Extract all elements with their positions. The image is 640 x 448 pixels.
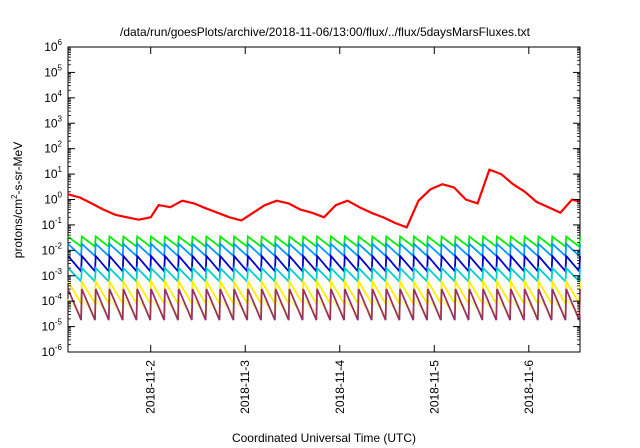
y-axis-label-sup: 2 bbox=[10, 194, 19, 199]
y-tick-label: 10-3 bbox=[42, 267, 63, 283]
sawtooth-band-7 bbox=[67, 288, 581, 321]
y-tick-label: 104 bbox=[44, 89, 62, 105]
x-tick-label: 2018-11-5 bbox=[427, 360, 441, 414]
y-axis-label: protons/cm2-s-sr-MeV bbox=[10, 142, 25, 258]
sawtooth-band-1 bbox=[67, 234, 581, 249]
series-layer bbox=[67, 168, 581, 321]
y-tick-label: 103 bbox=[44, 114, 62, 130]
y-tick-label: 10-1 bbox=[42, 216, 63, 232]
axes-layer: 10-6 10-5 10-4 10-3 10-2 10-1 100 101 102 103 104 1… bbox=[42, 38, 580, 414]
x-tick-label: 2018-11-6 bbox=[522, 360, 536, 414]
x-tick-label: 2018-11-3 bbox=[238, 360, 252, 414]
y-axis-label-rest: -s-sr-MeV bbox=[11, 142, 25, 195]
y-tick-label: 10-4 bbox=[42, 292, 63, 308]
y-tick-label: 102 bbox=[44, 140, 62, 156]
y-tick-label: 10-5 bbox=[42, 318, 63, 334]
y-tick-label: 101 bbox=[44, 165, 62, 181]
y-tick-label: 100 bbox=[44, 191, 62, 207]
sawtooth-band-3 bbox=[67, 253, 581, 274]
sawtooth-band-4 bbox=[67, 265, 581, 284]
sawtooth-band-2 bbox=[67, 241, 581, 258]
y-tick-label: 105 bbox=[44, 63, 62, 79]
x-tick-label: 2018-11-4 bbox=[333, 360, 347, 414]
series-line-1 bbox=[67, 168, 581, 229]
y-tick-label: 10-2 bbox=[42, 241, 63, 257]
x-tick-label: 2018-11-2 bbox=[144, 360, 158, 414]
y-tick-label: 106 bbox=[44, 38, 62, 54]
x-axis-label: Coordinated Universal Time (UTC) bbox=[232, 431, 416, 445]
chart-title: /data/run/goesPlots/archive/2018-11-06/1… bbox=[120, 25, 531, 39]
y-tick-label: 10-6 bbox=[42, 343, 63, 359]
y-axis-label-main: protons/cm bbox=[11, 199, 25, 258]
sawtooth-band-5 bbox=[67, 278, 581, 307]
